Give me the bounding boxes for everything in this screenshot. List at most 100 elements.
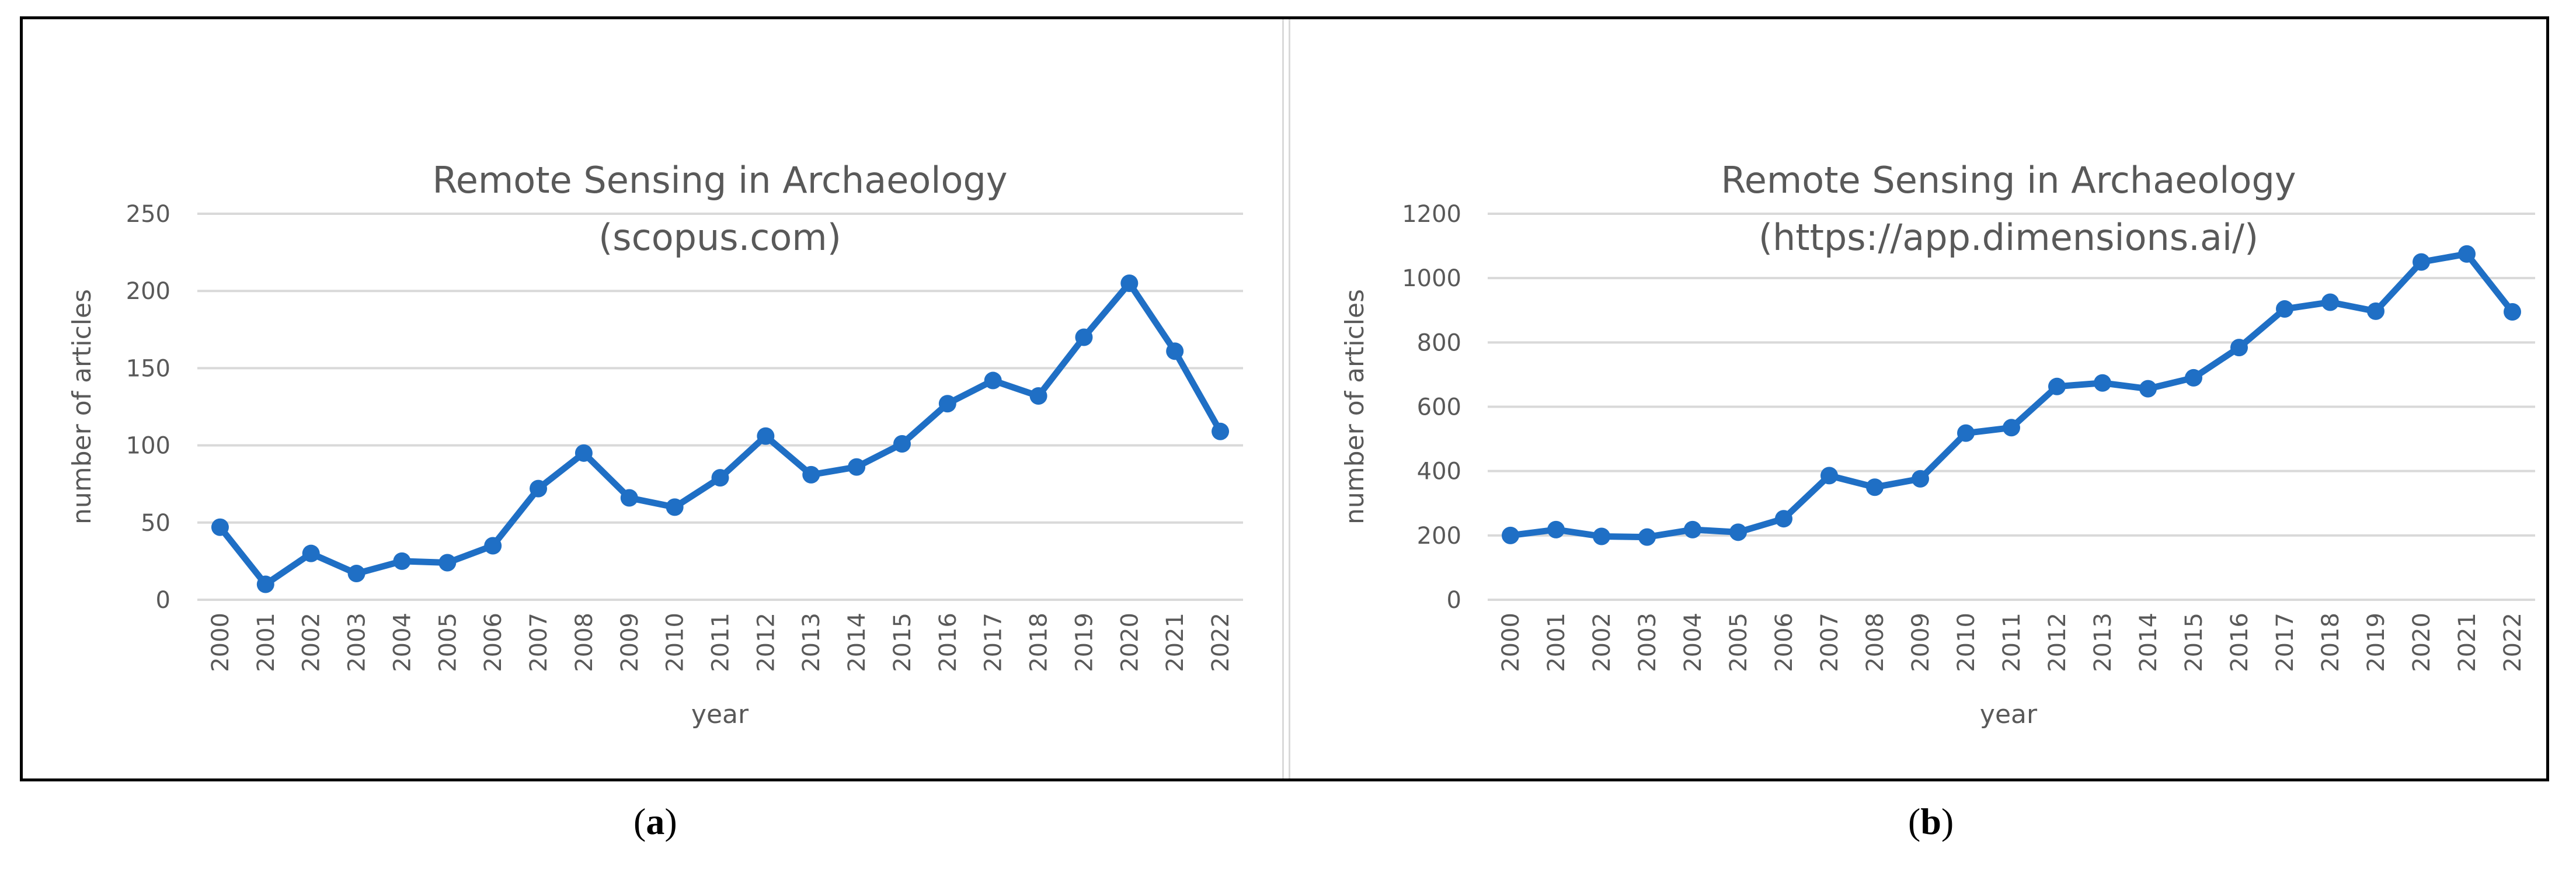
x-tick-label: 2014 bbox=[2135, 613, 2162, 672]
data-point bbox=[347, 565, 365, 583]
data-point bbox=[1593, 527, 1610, 545]
data-point bbox=[711, 469, 729, 487]
x-tick-label: 2006 bbox=[1771, 613, 1798, 672]
data-point bbox=[1866, 478, 1884, 496]
y-tick-label: 250 bbox=[126, 201, 170, 228]
x-tick-label: 2009 bbox=[1907, 613, 1934, 672]
x-tick-label: 2002 bbox=[298, 613, 325, 672]
x-tick-label: 2016 bbox=[2226, 613, 2253, 672]
x-tick-label: 2001 bbox=[1543, 613, 1570, 672]
data-point bbox=[2458, 245, 2476, 263]
x-tick-label: 2001 bbox=[253, 613, 280, 672]
data-point bbox=[620, 489, 638, 507]
x-tick-label: 2020 bbox=[2408, 613, 2435, 672]
y-tick-label: 150 bbox=[126, 355, 170, 382]
y-tick-label: 600 bbox=[1417, 394, 1461, 421]
x-tick-label: 2014 bbox=[844, 613, 871, 672]
caption-b: (b) bbox=[1908, 801, 1954, 842]
x-tick-label: 2005 bbox=[1725, 613, 1752, 672]
x-axis-title: year bbox=[1980, 700, 2038, 729]
x-tick-label: 2011 bbox=[708, 613, 734, 672]
x-tick-label: 2021 bbox=[1162, 613, 1189, 672]
data-point bbox=[484, 537, 502, 555]
panel-divider bbox=[1282, 19, 1290, 778]
x-tick-label: 2018 bbox=[1026, 613, 1053, 672]
x-tick-label: 2016 bbox=[935, 613, 962, 672]
data-point bbox=[1120, 274, 1139, 292]
x-tick-label: 2019 bbox=[2363, 613, 2390, 672]
data-point bbox=[2321, 293, 2339, 311]
y-axis-title: number of articles bbox=[67, 289, 97, 524]
data-point bbox=[1684, 520, 1701, 538]
x-tick-label: 2017 bbox=[980, 613, 1007, 672]
x-tick-label: 2002 bbox=[1589, 613, 1616, 672]
x-axis-title: year bbox=[691, 700, 749, 729]
x-tick-label: 2010 bbox=[662, 613, 689, 672]
x-tick-label: 2000 bbox=[1498, 613, 1524, 672]
data-point bbox=[256, 575, 274, 593]
x-tick-label: 2015 bbox=[2181, 613, 2208, 672]
x-tick-label: 2017 bbox=[2272, 613, 2299, 672]
x-tick-label: 2011 bbox=[1999, 613, 2025, 672]
data-point bbox=[2139, 380, 2157, 398]
x-tick-label: 2021 bbox=[2454, 613, 2481, 672]
x-tick-label: 2000 bbox=[207, 613, 234, 672]
y-tick-label: 100 bbox=[126, 433, 170, 460]
data-point bbox=[757, 427, 775, 445]
figure-frame bbox=[20, 16, 2549, 781]
data-point bbox=[2048, 377, 2066, 395]
data-point bbox=[393, 552, 411, 570]
x-tick-label: 2009 bbox=[617, 613, 643, 672]
data-point bbox=[2367, 302, 2384, 320]
x-tick-label: 2013 bbox=[2090, 613, 2117, 672]
data-point bbox=[984, 371, 1002, 390]
data-point bbox=[2185, 369, 2202, 387]
data-point bbox=[848, 458, 866, 476]
y-tick-label: 0 bbox=[1447, 587, 1461, 614]
data-point bbox=[575, 444, 593, 462]
x-tick-label: 2006 bbox=[480, 613, 507, 672]
data-point bbox=[802, 465, 820, 484]
x-tick-label: 2012 bbox=[2044, 613, 2071, 672]
x-tick-label: 2005 bbox=[434, 613, 461, 672]
data-point bbox=[1912, 470, 1929, 488]
y-tick-label: 0 bbox=[156, 587, 170, 614]
data-point bbox=[2230, 339, 2248, 357]
x-tick-label: 2022 bbox=[1207, 613, 1234, 672]
data-point bbox=[1820, 467, 1838, 485]
caption-b-label: b bbox=[1920, 801, 1941, 842]
data-point bbox=[1075, 328, 1093, 346]
data-point bbox=[1029, 387, 1047, 405]
x-tick-label: 2012 bbox=[753, 613, 779, 672]
x-tick-label: 2013 bbox=[798, 613, 825, 672]
chart-subtitle: (scopus.com) bbox=[598, 216, 841, 259]
data-point bbox=[2504, 303, 2521, 321]
x-tick-label: 2010 bbox=[1953, 613, 1980, 672]
y-tick-label: 1200 bbox=[1402, 201, 1461, 228]
data-point bbox=[302, 544, 320, 562]
x-tick-label: 2003 bbox=[1634, 613, 1661, 672]
x-tick-label: 2022 bbox=[2500, 613, 2526, 672]
caption-a: (a) bbox=[633, 801, 677, 842]
x-tick-label: 2020 bbox=[1116, 613, 1143, 672]
data-point bbox=[1957, 424, 1975, 442]
chart-subtitle: (https://app.dimensions.ai/) bbox=[1759, 216, 2258, 259]
y-tick-label: 1000 bbox=[1402, 265, 1461, 292]
x-tick-label: 2018 bbox=[2317, 613, 2344, 672]
chart-title: Remote Sensing in Archaeology bbox=[1721, 159, 2296, 201]
x-tick-label: 2004 bbox=[1680, 613, 1707, 672]
x-tick-label: 2008 bbox=[1862, 613, 1889, 672]
x-tick-label: 2007 bbox=[1816, 613, 1843, 672]
x-tick-label: 2008 bbox=[571, 613, 598, 672]
data-point bbox=[1212, 422, 1230, 440]
data-point bbox=[1729, 523, 1747, 541]
data-point bbox=[1166, 342, 1184, 360]
y-tick-label: 800 bbox=[1417, 329, 1461, 356]
data-point bbox=[893, 434, 911, 453]
data-point bbox=[2003, 419, 2020, 437]
data-point bbox=[1775, 510, 1792, 528]
x-tick-label: 2003 bbox=[344, 613, 371, 672]
y-axis-title: number of articles bbox=[1340, 289, 1370, 524]
x-tick-label: 2015 bbox=[889, 613, 916, 672]
